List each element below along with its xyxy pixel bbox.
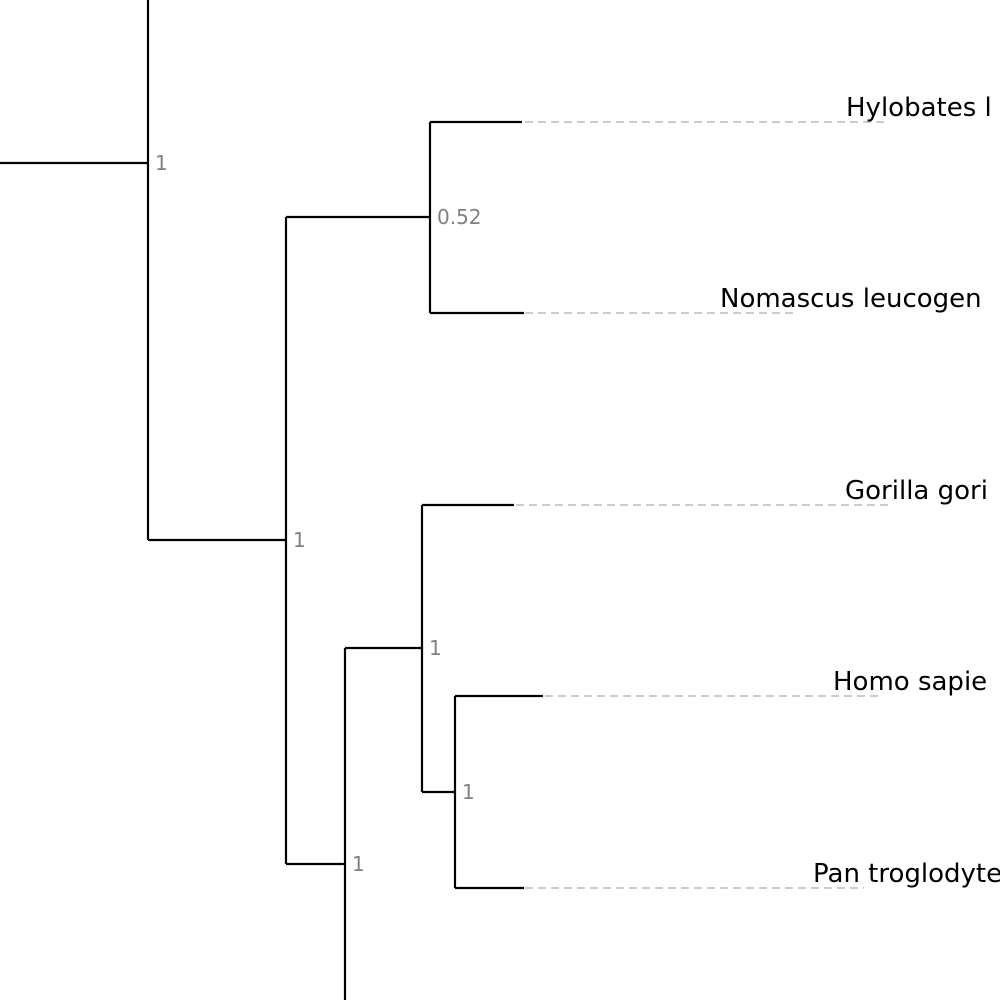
leaf-label-nomascus: Nomascus leucogen <box>720 284 982 314</box>
leaf-label-homo: Homo sapie <box>833 667 987 697</box>
leaf-guides <box>516 121 888 889</box>
leaf-label-gorilla: Gorilla gori <box>845 476 988 506</box>
leaf-labels: Hylobates l Nomascus leucogen Gorilla go… <box>720 93 1000 889</box>
root-support-label: 1 <box>155 151 168 175</box>
great-apes-support-label: 1 <box>293 528 306 552</box>
leaf-label-hylobates: Hylobates l <box>846 93 992 123</box>
homo-pan-support-label: 1 <box>462 780 475 804</box>
leaf-label-pan: Pan troglodyte <box>813 859 1000 889</box>
support-values: 1 0.52 1 1 1 1 <box>155 151 482 876</box>
hominine-stem-support-label: 1 <box>352 852 365 876</box>
hominine-support-label: 1 <box>429 636 442 660</box>
tree-branches <box>0 0 543 1000</box>
gibbon-clade-support-label: 0.52 <box>437 205 482 229</box>
